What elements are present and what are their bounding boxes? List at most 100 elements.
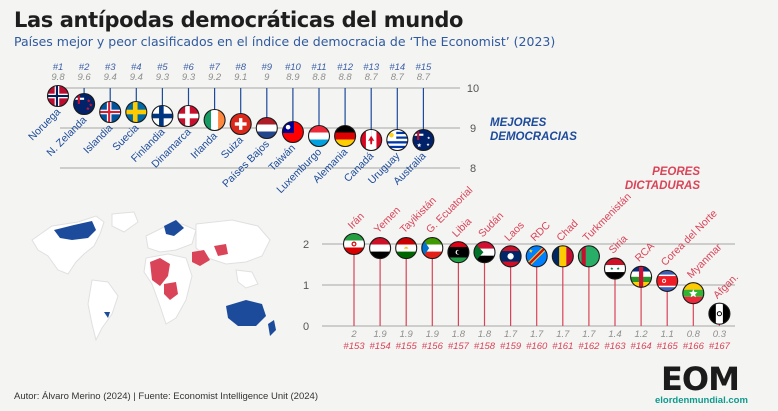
y-tick-label: 10 (467, 83, 479, 95)
score-label: 1.4 (608, 329, 621, 340)
rank-label: #157 (448, 341, 470, 352)
flag-new-zealand-icon (73, 93, 95, 115)
world-map (31, 211, 276, 342)
score-label: 9.4 (104, 72, 117, 83)
flag-denmark-icon (178, 105, 199, 127)
rank-label: #161 (552, 341, 573, 352)
data-point: Irán 2#153 (342, 210, 367, 352)
flag-border (46, 84, 70, 108)
score-label: 8.7 (417, 72, 431, 83)
data-point: Siria 1.4#163 (603, 233, 630, 352)
flag-border (421, 237, 444, 260)
country-label: Afgan. (711, 271, 741, 301)
flag-iceland-icon (99, 101, 121, 123)
score-label: 8.7 (391, 72, 405, 83)
flag-border (386, 128, 409, 152)
country-label: Islandia (81, 122, 115, 156)
flag-border (334, 124, 357, 148)
flag-ireland-icon (204, 109, 226, 131)
logo-main: EOM (661, 360, 740, 398)
rank-label: #8 (235, 62, 246, 73)
flag-chad-icon (552, 245, 574, 267)
flag-australia-icon (412, 129, 434, 151)
country-label: Yemen (372, 204, 403, 235)
top-chart: 8910MEJORESDEMOCRACIAS#19.8Noruega#29.6N… (26, 62, 577, 196)
flag-luxembourg-icon (308, 125, 330, 147)
flag-drc-icon (526, 245, 548, 267)
score-label: 1.1 (661, 329, 674, 340)
flag-border (447, 241, 470, 264)
flag-border (229, 112, 252, 136)
rank-label: #7 (209, 62, 220, 73)
flag-border (281, 120, 304, 144)
rank-label: #154 (370, 341, 391, 352)
score-label: 9.3 (156, 72, 170, 83)
country-label: Libia (450, 216, 474, 240)
map-southeast-asia (235, 269, 259, 289)
score-label: 9.6 (77, 72, 91, 83)
flag-border (603, 257, 627, 280)
flag-finland-icon (151, 105, 173, 127)
score-label: 1.7 (556, 329, 570, 340)
y-tick-label: 1 (303, 280, 309, 292)
score-label: 1.2 (634, 329, 648, 340)
country-label: Myanmar (685, 241, 725, 281)
flag-border (577, 245, 600, 268)
flag-turkmenistan-icon (578, 245, 600, 267)
flag-north-korea-icon (656, 270, 678, 292)
rank-label: #165 (657, 341, 679, 352)
score-label: 8.8 (312, 72, 326, 83)
rank-label: #155 (396, 341, 418, 352)
flag-norway-icon (47, 85, 69, 107)
map-australia-blue (226, 300, 266, 326)
country-label: RDC (528, 219, 553, 244)
rank-label: #159 (500, 341, 522, 352)
data-point: RDC 1.7#160 (525, 219, 553, 352)
flag-border (307, 124, 331, 148)
score-label: 9.2 (208, 72, 222, 83)
map-uruguay-blue (104, 312, 110, 318)
score-label: 9 (264, 72, 270, 83)
data-point: Libia 1.8#157 (447, 216, 474, 352)
flag-switzerland-icon (230, 113, 252, 135)
score-label: 8.8 (338, 72, 352, 83)
map-central-africa-red (164, 282, 178, 300)
flag-car-icon (630, 266, 652, 288)
logo-url: elordenmundial.com (655, 395, 748, 406)
rank-label: #164 (631, 341, 652, 352)
flag-border (551, 245, 574, 268)
page-title: Las antípodas democráticas del mundo (14, 8, 464, 32)
rank-label: #163 (604, 341, 626, 352)
rank-label: #11 (311, 62, 326, 73)
flag-myanmar-icon (682, 282, 704, 304)
country-label: Suiza (219, 134, 246, 161)
rank-label: #13 (363, 62, 380, 73)
rank-label: #5 (157, 62, 168, 73)
y-tick-label: 2 (303, 239, 309, 251)
logo[interactable]: EOM elordenmundial.com (655, 360, 765, 408)
flag-yemen-icon (369, 237, 391, 259)
map-new-zealand-blue (268, 320, 276, 336)
score-label: 9.8 (51, 72, 65, 83)
data-point: Afgan. 0.3#167 (708, 271, 741, 352)
bottom-chart: 012PEORESDICTADURASIrán2#153Yemen1.9#154… (303, 166, 741, 352)
map-africa-red (150, 258, 170, 286)
flag-border (499, 245, 522, 268)
flag-border (73, 92, 96, 116)
flag-border (203, 108, 226, 132)
flag-border (177, 104, 200, 128)
rank-label: #162 (578, 341, 600, 352)
map-south-america (87, 279, 119, 342)
score-label: 1.8 (452, 329, 466, 340)
flag-germany-icon (334, 125, 356, 147)
rank-label: #160 (526, 341, 548, 352)
flag-border (682, 282, 705, 305)
rank-label: #158 (474, 341, 496, 352)
group-label: DICTADURAS (625, 180, 701, 192)
flag-border (630, 265, 653, 288)
flag-border (369, 237, 392, 260)
rank-label: #12 (337, 62, 354, 73)
